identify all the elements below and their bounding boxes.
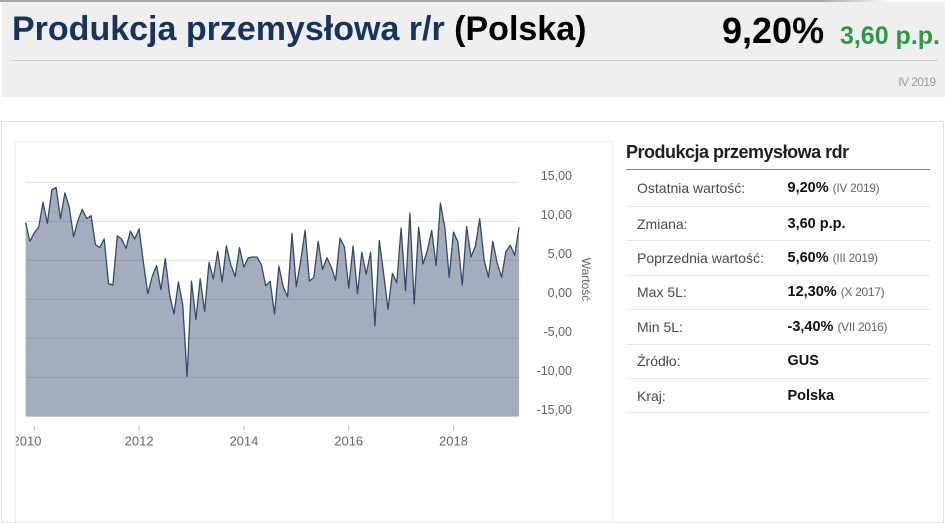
svg-text:Wartość: Wartość: [579, 258, 593, 302]
svg-text:10,00: 10,00: [541, 208, 572, 222]
svg-text:5,00: 5,00: [548, 247, 572, 261]
svg-text:2018: 2018: [439, 434, 468, 449]
svg-text:-5,00: -5,00: [544, 325, 573, 339]
svg-text:-10,00: -10,00: [537, 364, 572, 378]
svg-text:0,00: 0,00: [548, 286, 572, 300]
svg-text:2016: 2016: [334, 434, 363, 449]
svg-text:-15,00: -15,00: [537, 403, 572, 417]
svg-text:2014: 2014: [229, 434, 258, 449]
svg-text:15,00: 15,00: [541, 169, 572, 183]
svg-text:2010: 2010: [16, 434, 41, 449]
svg-text:2012: 2012: [125, 434, 154, 449]
